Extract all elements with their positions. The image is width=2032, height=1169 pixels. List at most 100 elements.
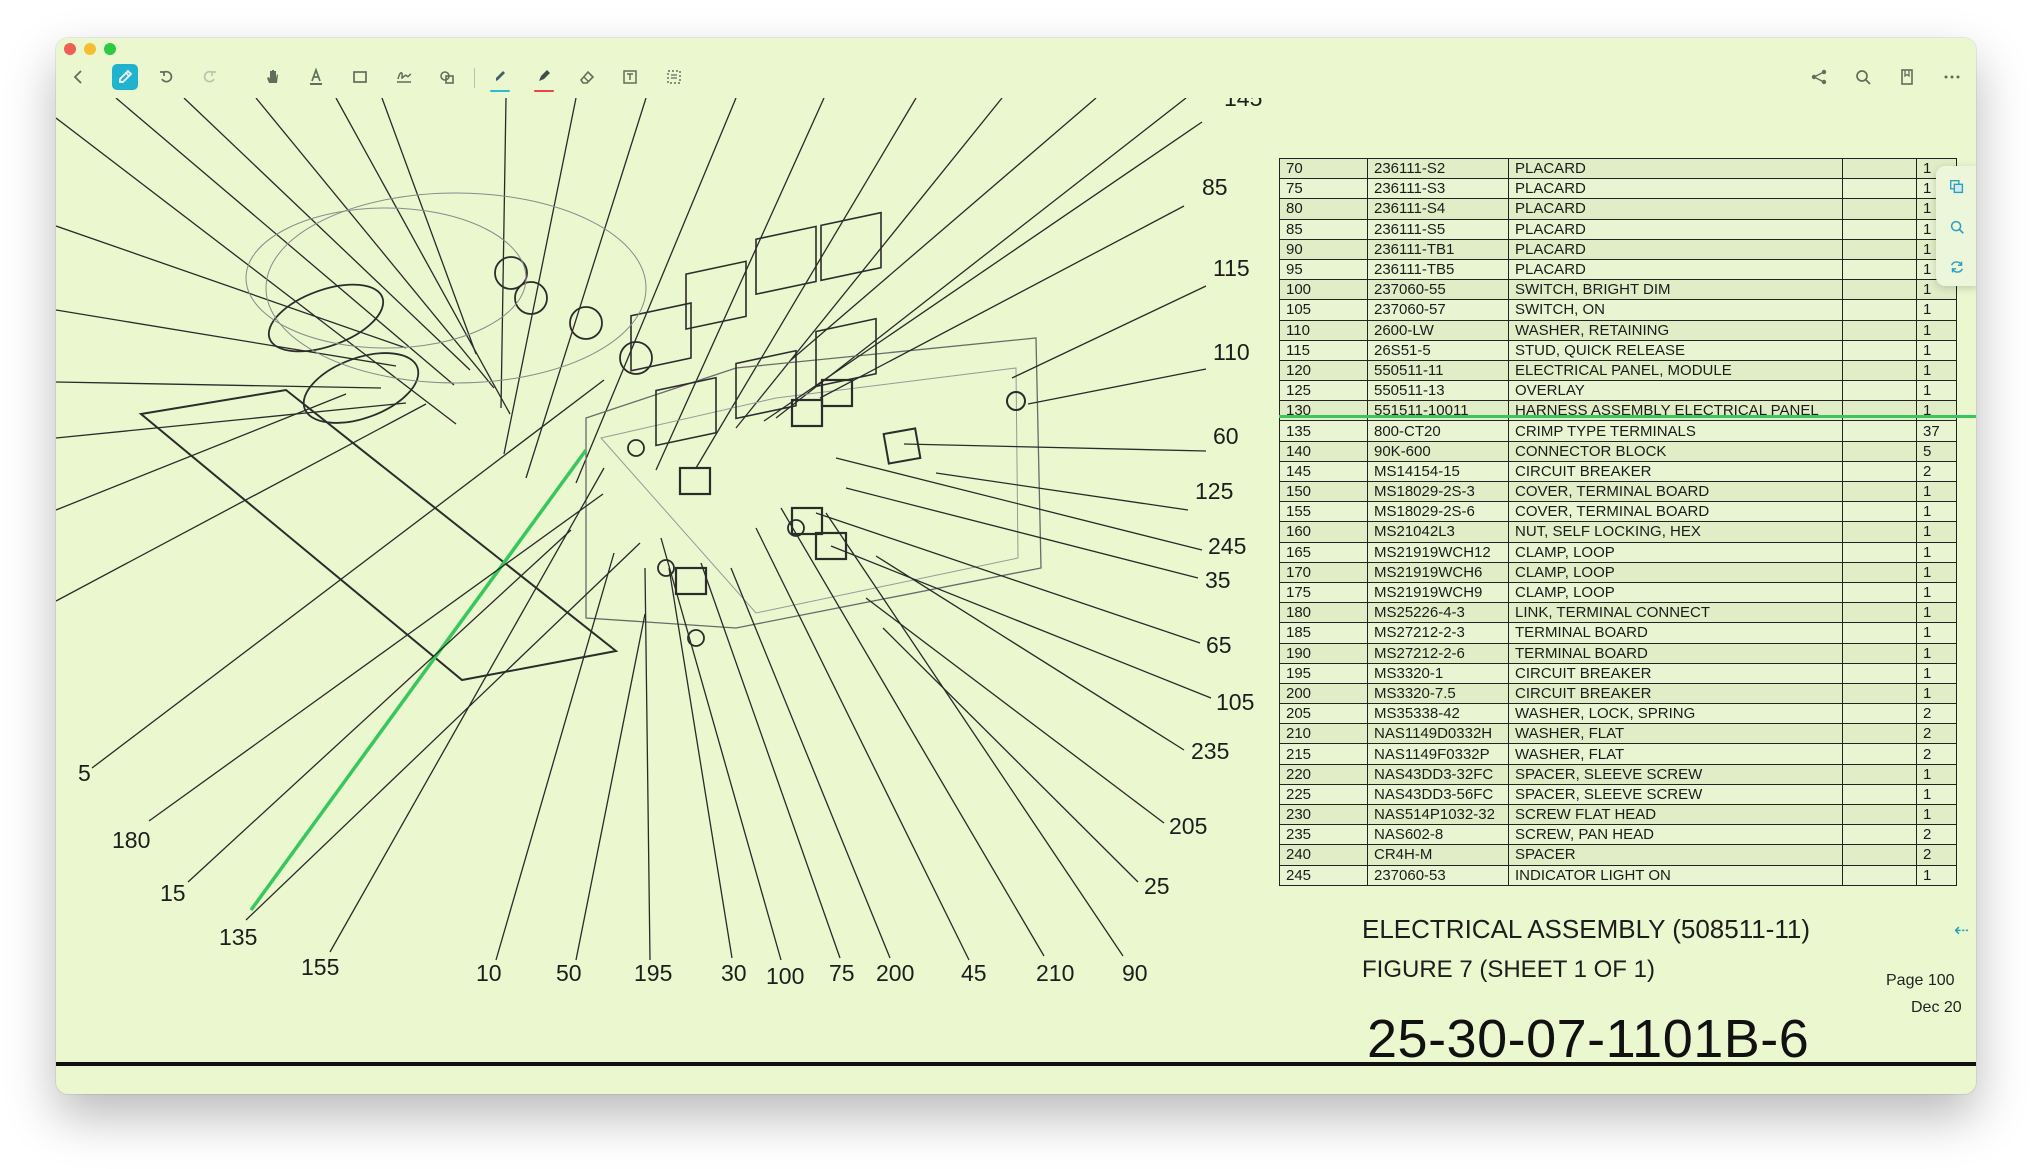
indicator-light	[790, 398, 824, 428]
callout-label: 35	[1205, 567, 1231, 593]
leader-line	[575, 98, 737, 484]
callout-label: 25	[1144, 873, 1170, 899]
callout-label: 5	[78, 760, 91, 786]
table-row: 190 MS27212-2-6 TERMINAL BOARD 1	[1279, 642, 1957, 664]
table-row: 75 236111-S3 PLACARD 1	[1279, 178, 1957, 200]
table-row: 150 MS18029-2S-3 COVER, TERMINAL BOARD 1	[1279, 480, 1957, 503]
side-translate-icon[interactable]	[1946, 176, 1968, 198]
part-number-cell: 236111-S3	[1367, 178, 1509, 200]
table-row: 85 236111-S5 PLACARD 1	[1279, 218, 1957, 240]
part-number-cell: 236111-S5	[1367, 218, 1509, 240]
leader-line	[790, 98, 1097, 361]
back-icon[interactable]	[65, 64, 91, 90]
part-number-cell: 800-CT20	[1367, 420, 1509, 442]
table-row: 210 NAS1149D0332H WASHER, FLAT 2	[1279, 723, 1957, 745]
quantity-cell: 1	[1916, 541, 1957, 563]
rectangle-select-icon[interactable]	[347, 64, 373, 90]
description-cell: CIRCUIT BREAKER	[1508, 682, 1843, 705]
part-number-cell: 237060-55	[1367, 279, 1509, 301]
spare-cell	[1842, 258, 1917, 281]
pen-icon[interactable]	[487, 64, 513, 92]
spare-cell	[1842, 703, 1917, 725]
redo-icon[interactable]	[196, 64, 222, 90]
part-number-cell: 26S51-5	[1367, 339, 1509, 361]
spare-cell	[1842, 541, 1917, 563]
callout-label: 45	[961, 960, 987, 986]
minimize-window-button[interactable]	[84, 43, 96, 55]
text-box-icon[interactable]	[617, 64, 643, 90]
part-number-cell: NAS602-8	[1367, 824, 1509, 846]
side-search-icon[interactable]	[1946, 216, 1968, 238]
table-row: 215 NAS1149F0332P WASHER, FLAT 2	[1279, 743, 1957, 765]
leader-line	[335, 98, 511, 415]
spare-cell	[1842, 662, 1917, 684]
table-row: 165 MS21919WCH12 CLAMP, LOOP 1	[1279, 541, 1957, 563]
screw-head	[687, 629, 705, 647]
quantity-cell: 1	[1916, 642, 1957, 664]
quantity-cell: 37	[1916, 420, 1957, 442]
quantity-cell: 1	[1916, 864, 1957, 886]
leader-line	[115, 98, 455, 386]
table-row: 80 236111-S4 PLACARD 1	[1279, 198, 1957, 220]
spare-cell	[1842, 279, 1917, 301]
leader-line	[525, 98, 647, 479]
undo-icon[interactable]	[154, 64, 180, 90]
quantity-cell: 1	[1916, 339, 1957, 361]
part-number-cell: MS27212-2-6	[1367, 642, 1509, 664]
stamp-icon[interactable]	[434, 64, 460, 90]
loop-clamp	[302, 352, 420, 424]
table-row: 125 550511-13 OVERLAY 1	[1279, 380, 1957, 402]
part-number-cell: MS3320-1	[1367, 662, 1509, 684]
annotation-toolbar	[56, 58, 1976, 96]
zoom-window-button[interactable]	[104, 43, 116, 55]
search-icon[interactable]	[1850, 64, 1876, 90]
panel-inner-outline	[600, 367, 1019, 614]
select-area-icon[interactable]	[661, 64, 687, 90]
callout-label: 75	[829, 960, 855, 986]
eraser-icon[interactable]	[574, 64, 600, 90]
more-icon[interactable]	[1939, 64, 1965, 90]
side-refresh-icon[interactable]	[1946, 256, 1968, 278]
screw-head	[627, 439, 645, 457]
switch-knob	[619, 341, 653, 375]
part-number-cell: MS18029-2S-6	[1367, 501, 1509, 523]
part-number-cell: MS21919WCH6	[1367, 561, 1509, 583]
item-number-cell: 210	[1279, 723, 1368, 745]
quantity-cell: 1	[1916, 783, 1957, 806]
table-row: 120 550511-11 ELECTRICAL PANEL, MODULE 1	[1279, 359, 1957, 382]
annotate-pencil-icon[interactable]	[112, 64, 138, 90]
leader-line	[381, 98, 477, 355]
signature-icon[interactable]	[391, 64, 417, 90]
quantity-cell: 1	[1916, 319, 1957, 341]
description-cell: PLACARD	[1508, 198, 1843, 220]
figure-sheet-label: FIGURE 7 (SHEET 1 OF 1)	[1362, 956, 1655, 983]
spare-cell	[1842, 561, 1917, 583]
highlight-annotation[interactable]	[1279, 415, 1976, 418]
item-number-cell: 240	[1279, 844, 1368, 866]
part-number-cell: NAS514P1032-32	[1367, 803, 1509, 826]
leader-line	[935, 472, 1189, 511]
spare-cell	[1842, 380, 1917, 402]
leader-line	[56, 381, 382, 389]
callout-label: 115	[1213, 255, 1250, 281]
text-highlight-icon[interactable]	[303, 64, 329, 90]
table-row: 240 CR4H-M SPACER 2	[1279, 844, 1957, 866]
leader-line	[56, 393, 347, 511]
item-number-cell: 145	[1279, 460, 1368, 483]
quantity-cell: 2	[1916, 844, 1957, 866]
module-block	[815, 317, 877, 388]
hand-tool-icon[interactable]	[259, 64, 285, 90]
quantity-cell: 1	[1916, 380, 1957, 402]
spare-cell	[1842, 844, 1917, 866]
close-window-button[interactable]	[64, 43, 76, 55]
leader-line	[56, 225, 407, 349]
highlighter-icon[interactable]	[531, 64, 557, 92]
collapse-arrow-icon[interactable]: ⇠	[1954, 920, 1970, 940]
bookmark-icon[interactable]	[1894, 64, 1920, 90]
table-row: 90 236111-TB1 PLACARD 1	[1279, 238, 1957, 260]
item-number-cell: 195	[1279, 662, 1368, 684]
leader-line	[830, 545, 1212, 699]
table-row: 235 NAS602-8 SCREW, PAN HEAD 2	[1279, 824, 1957, 846]
share-icon[interactable]	[1806, 64, 1832, 90]
item-number-cell: 225	[1279, 783, 1368, 806]
